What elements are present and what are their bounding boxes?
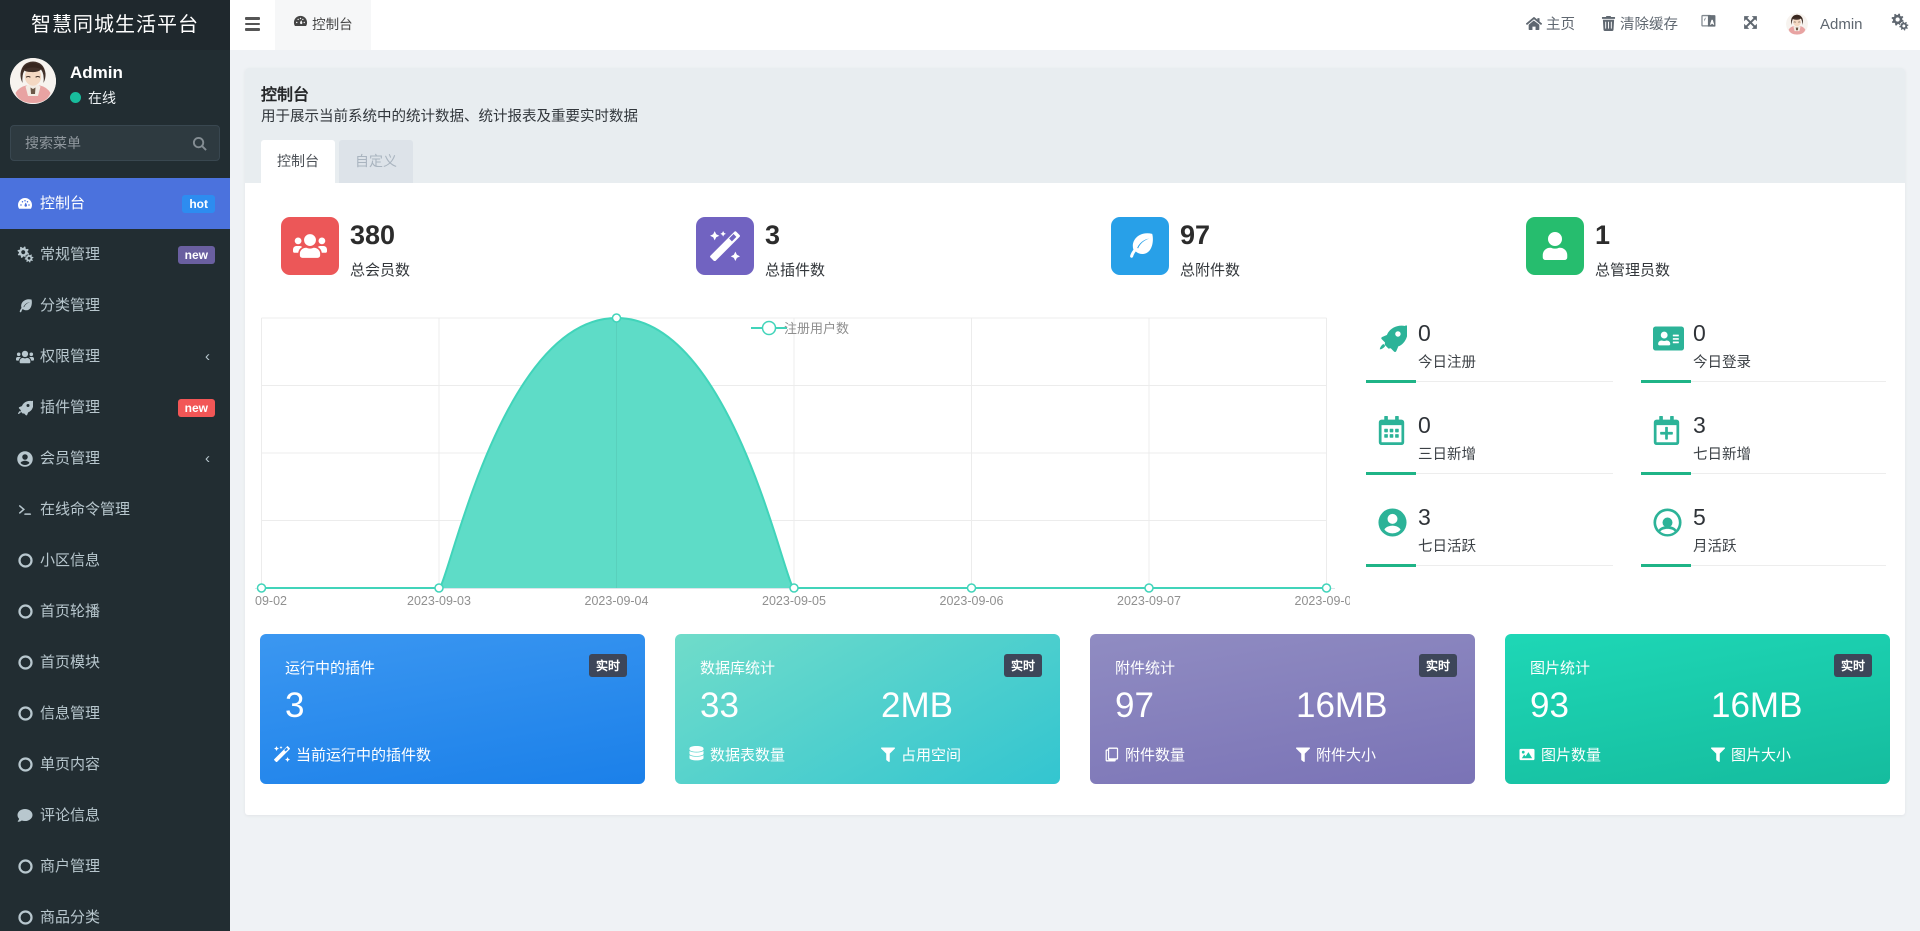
svg-text:2023-09-04: 2023-09-04	[585, 594, 649, 608]
svg-text:09-02: 09-02	[255, 594, 287, 608]
svg-text:2023-09-03: 2023-09-03	[407, 594, 471, 608]
svg-text:2023-09-07: 2023-09-07	[1117, 594, 1181, 608]
svg-text:2023-09-08: 2023-09-08	[1295, 594, 1350, 608]
svg-text:2023-09-05: 2023-09-05	[762, 594, 826, 608]
svg-text:2023-09-06: 2023-09-06	[940, 594, 1004, 608]
svg-text:注册用户数: 注册用户数	[784, 321, 849, 336]
